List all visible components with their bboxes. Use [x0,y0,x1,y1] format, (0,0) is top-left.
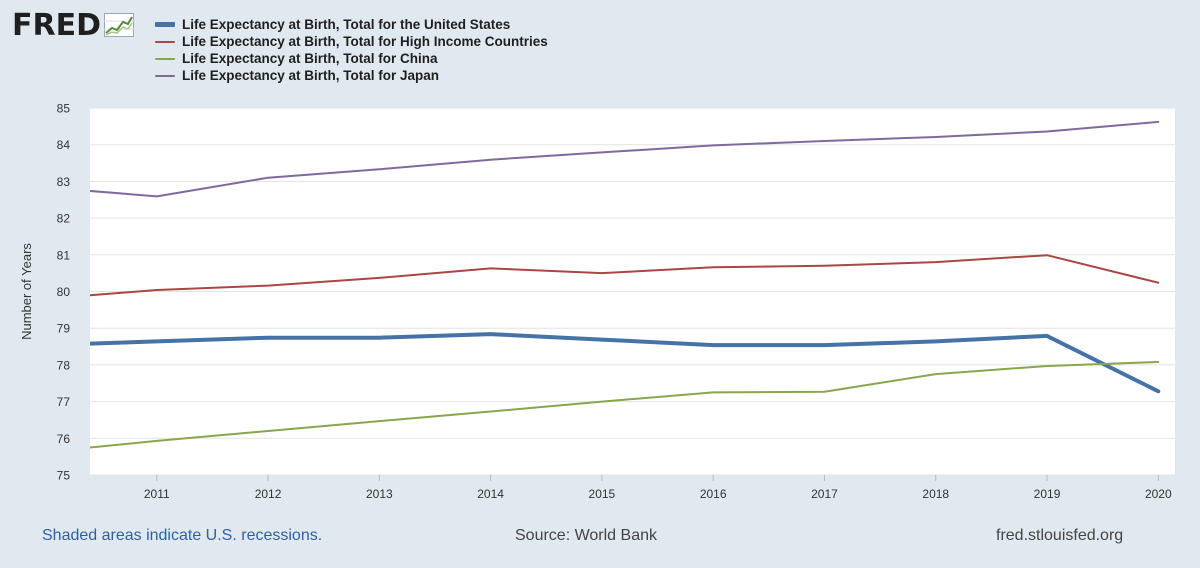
y-tick-label: 78 [57,358,71,372]
y-tick-label: 84 [57,138,71,152]
fred-logo-text: FRED [12,8,101,43]
x-tick-label: 2020 [1145,487,1172,501]
x-tick-label: 2018 [922,487,949,501]
recession-note-link[interactable]: Shaded areas indicate U.S. recessions. [42,527,323,544]
x-tick-label: 2013 [366,487,393,501]
legend-item-japan[interactable]: Life Expectancy at Birth, Total for Japa… [155,67,548,84]
x-tick-label: 2019 [1034,487,1061,501]
y-tick-label: 85 [57,102,71,116]
y-tick-label: 81 [57,248,71,262]
x-tick-label: 2011 [144,487,170,501]
y-tick-label: 82 [57,212,71,226]
chart-trend-icon [104,12,134,42]
x-tick-label: 2014 [477,487,504,501]
chart-legend: Life Expectancy at Birth, Total for the … [155,16,548,84]
site-url-link[interactable]: fred.stlouisfed.org [996,527,1124,544]
fred-logo[interactable]: FRED [12,10,134,42]
legend-item-high_income[interactable]: Life Expectancy at Birth, Total for High… [155,33,548,50]
legend-swatch [155,74,175,77]
legend-label: Life Expectancy at Birth, Total for Japa… [182,68,440,83]
legend-item-us[interactable]: Life Expectancy at Birth, Total for the … [155,16,548,33]
y-tick-label: 77 [57,395,71,409]
y-tick-label: 83 [57,175,71,189]
y-tick-label: 79 [57,322,71,336]
legend-swatch [155,40,175,43]
legend-label: Life Expectancy at Birth, Total for the … [182,17,511,32]
series-line-us [90,332,1161,394]
x-tick-label: 2015 [589,487,616,501]
series-line-high_income [90,254,1160,297]
legend-label: Life Expectancy at Birth, Total for Chin… [182,51,438,66]
legend-swatch [155,22,175,27]
y-tick-label: 76 [57,432,71,446]
y-tick-label: 75 [57,469,71,483]
x-tick-label: 2017 [811,487,838,501]
y-axis-title: Number of Years [19,243,34,340]
series-line-china [90,361,1160,449]
y-tick-label: 80 [57,285,71,299]
legend-item-china[interactable]: Life Expectancy at Birth, Total for Chin… [155,50,548,67]
legend-label: Life Expectancy at Birth, Total for High… [182,34,548,49]
series-line-japan [90,120,1160,198]
x-tick-label: 2016 [700,487,727,501]
legend-swatch [155,57,175,60]
series-group [90,120,1161,449]
x-tick-label: 2012 [255,487,282,501]
source-text: Source: World Bank [515,527,657,544]
